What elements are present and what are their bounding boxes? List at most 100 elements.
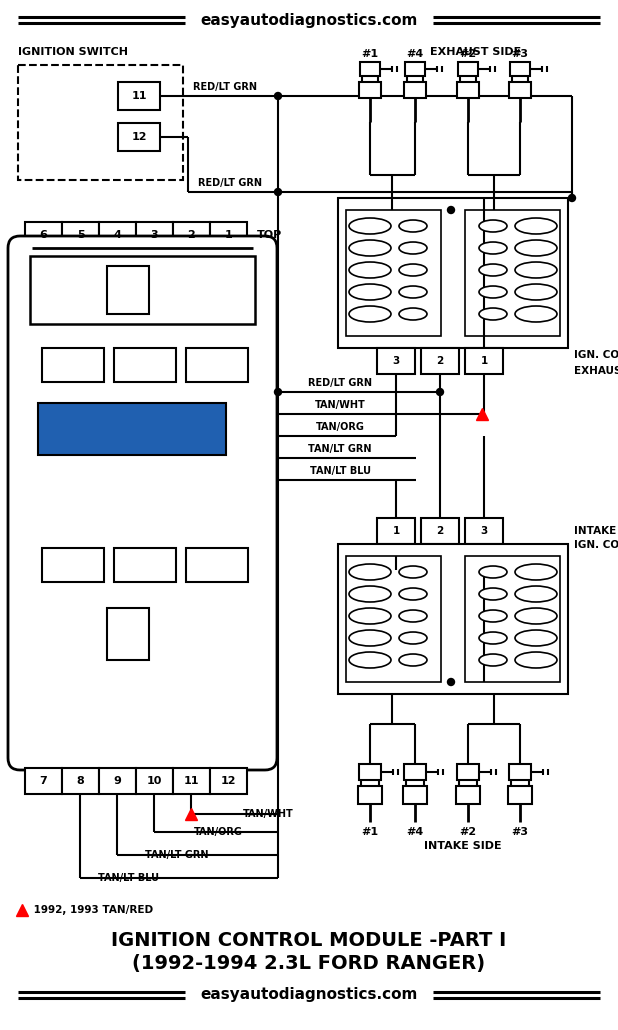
Text: 9: 9 (114, 776, 122, 786)
Bar (346, 210, 441, 336)
Ellipse shape (479, 632, 507, 644)
Ellipse shape (479, 264, 507, 276)
Text: easyautodiagnostics.com: easyautodiagnostics.com (200, 988, 418, 1002)
Text: 2: 2 (188, 230, 195, 240)
Bar (62, 222, 99, 248)
Ellipse shape (515, 652, 557, 668)
Ellipse shape (515, 564, 557, 580)
Text: #3: #3 (512, 49, 528, 59)
Bar (421, 348, 459, 374)
Bar (107, 608, 149, 660)
Ellipse shape (349, 262, 391, 278)
Text: 11: 11 (184, 776, 199, 786)
Bar (118, 82, 160, 110)
Circle shape (447, 679, 454, 686)
Bar (456, 786, 480, 804)
Text: easyautodiagnostics.com: easyautodiagnostics.com (156, 445, 195, 595)
Ellipse shape (479, 220, 507, 232)
Ellipse shape (515, 262, 557, 278)
Bar (38, 403, 226, 455)
Ellipse shape (399, 632, 427, 644)
Text: easyautodiagnostics.com: easyautodiagnostics.com (200, 12, 418, 28)
Text: IGNITION CONTROL MODULE -PART I: IGNITION CONTROL MODULE -PART I (111, 930, 507, 950)
Bar (136, 768, 173, 794)
Circle shape (274, 93, 282, 100)
Bar (114, 548, 176, 582)
Bar (404, 82, 426, 98)
Text: INTAKE SIDE: INTAKE SIDE (574, 526, 618, 536)
Text: INTAKE SIDE: INTAKE SIDE (424, 842, 502, 851)
Text: 1: 1 (480, 356, 488, 366)
Bar (30, 256, 255, 324)
Ellipse shape (349, 240, 391, 256)
Ellipse shape (479, 610, 507, 622)
Bar (359, 82, 381, 98)
Circle shape (436, 388, 444, 396)
Bar (99, 768, 136, 794)
Circle shape (447, 206, 454, 213)
Bar (508, 786, 532, 804)
Bar (338, 544, 568, 694)
Circle shape (569, 195, 575, 202)
Text: EXHAUST SIDE: EXHAUST SIDE (430, 47, 522, 57)
Text: #3: #3 (512, 827, 528, 837)
Ellipse shape (399, 308, 427, 320)
Bar (186, 548, 248, 582)
Ellipse shape (515, 218, 557, 234)
Text: TAN/LT GRN: TAN/LT GRN (145, 850, 208, 860)
FancyBboxPatch shape (8, 236, 277, 770)
Text: #2: #2 (459, 49, 476, 59)
Text: 12: 12 (131, 132, 146, 142)
Bar (107, 266, 149, 314)
Bar (377, 348, 415, 374)
Bar (99, 222, 136, 248)
Ellipse shape (515, 306, 557, 322)
Ellipse shape (515, 608, 557, 624)
Text: 3: 3 (151, 230, 158, 240)
Text: 11: 11 (131, 91, 146, 101)
Ellipse shape (515, 284, 557, 300)
Bar (404, 764, 426, 780)
Bar (510, 62, 530, 76)
Bar (405, 62, 425, 76)
Text: RED/LT GRN: RED/LT GRN (193, 82, 257, 92)
Bar (358, 786, 382, 804)
Text: #1: #1 (362, 827, 379, 837)
Text: 7: 7 (40, 776, 48, 786)
Ellipse shape (349, 306, 391, 322)
Text: IGNITION CONTROL
MODULE: IGNITION CONTROL MODULE (64, 415, 200, 443)
Text: (1992-1994 2.3L FORD RANGER): (1992-1994 2.3L FORD RANGER) (132, 955, 486, 973)
Bar (465, 210, 560, 336)
Ellipse shape (399, 610, 427, 622)
Bar (118, 123, 160, 151)
Bar (509, 82, 531, 98)
Bar (173, 222, 210, 248)
Ellipse shape (399, 588, 427, 600)
Ellipse shape (399, 566, 427, 578)
Text: #4: #4 (407, 49, 423, 59)
Ellipse shape (479, 242, 507, 254)
Bar (210, 768, 247, 794)
Circle shape (274, 388, 282, 396)
Text: 1: 1 (392, 526, 400, 536)
Bar (465, 348, 503, 374)
Text: 1992, 1993 TAN/RED: 1992, 1993 TAN/RED (30, 905, 153, 915)
Bar (465, 556, 560, 682)
Text: #4: #4 (407, 827, 423, 837)
Text: #1: #1 (362, 49, 379, 59)
Ellipse shape (479, 566, 507, 578)
Ellipse shape (349, 608, 391, 624)
Text: IGN. COIL: IGN. COIL (574, 350, 618, 360)
Text: TAN/ORG: TAN/ORG (316, 422, 365, 432)
Text: EXHAUST SIDE: EXHAUST SIDE (574, 366, 618, 376)
Ellipse shape (515, 240, 557, 256)
Text: RED/LT GRN: RED/LT GRN (198, 178, 262, 188)
Text: 2: 2 (436, 356, 444, 366)
Bar (20, 246, 265, 264)
Text: TAN/WHT: TAN/WHT (243, 809, 294, 819)
Text: 3: 3 (392, 356, 400, 366)
Ellipse shape (349, 630, 391, 646)
Bar (210, 222, 247, 248)
Ellipse shape (349, 218, 391, 234)
Bar (338, 198, 568, 348)
